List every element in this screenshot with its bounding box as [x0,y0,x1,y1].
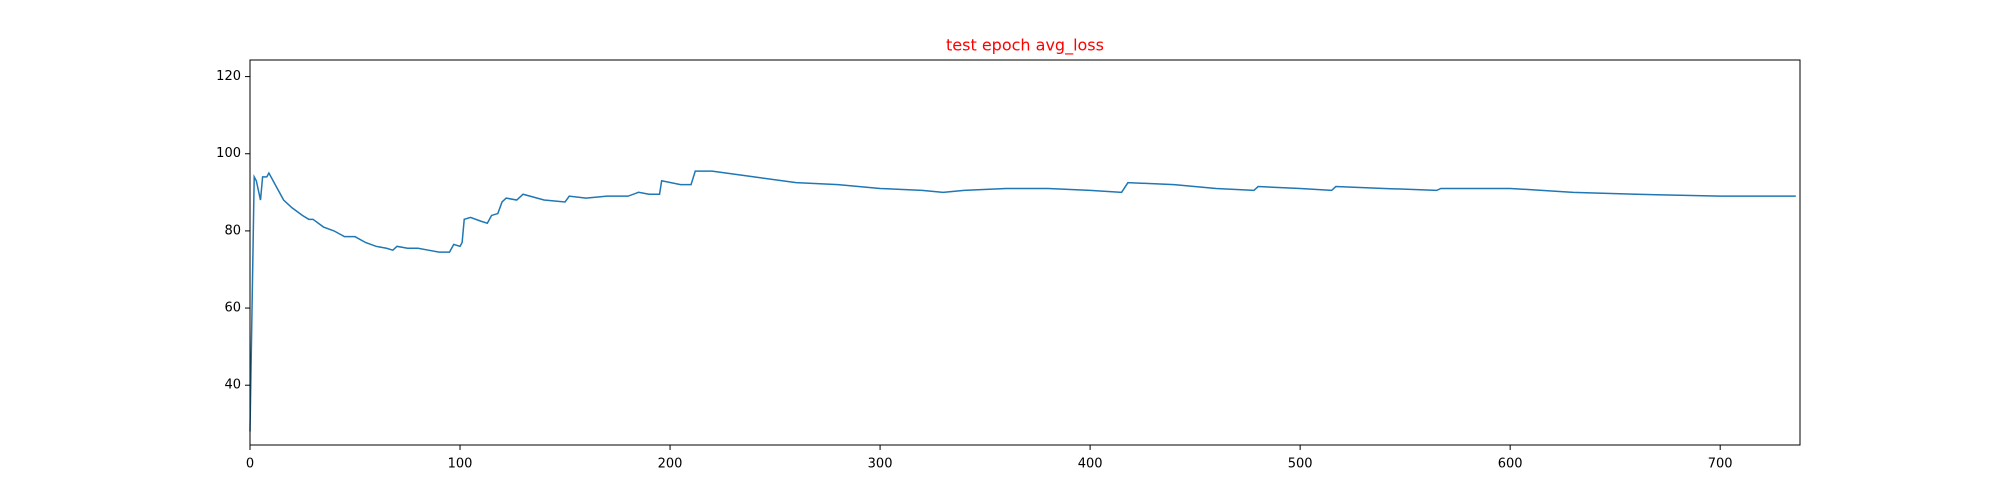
x-tick-label: 700 [1708,457,1733,472]
x-tick-label: 600 [1498,457,1523,472]
y-tick-label: 100 [216,146,241,161]
x-tick-label: 200 [658,457,683,472]
y-tick-label: 40 [224,378,241,393]
x-tick-label: 300 [868,457,893,472]
plot-frame [249,59,1801,446]
y-tick-label: 80 [224,223,241,238]
x-tick-label: 100 [448,457,473,472]
x-tick-label: 400 [1078,457,1103,472]
y-tick-label: 120 [216,69,241,84]
data-line [249,170,1796,432]
x-tick-label: 0 [246,457,254,472]
chart-title: test epoch avg_loss [946,36,1104,56]
x-tick-label: 500 [1288,457,1313,472]
y-tick-label: 60 [224,301,241,316]
